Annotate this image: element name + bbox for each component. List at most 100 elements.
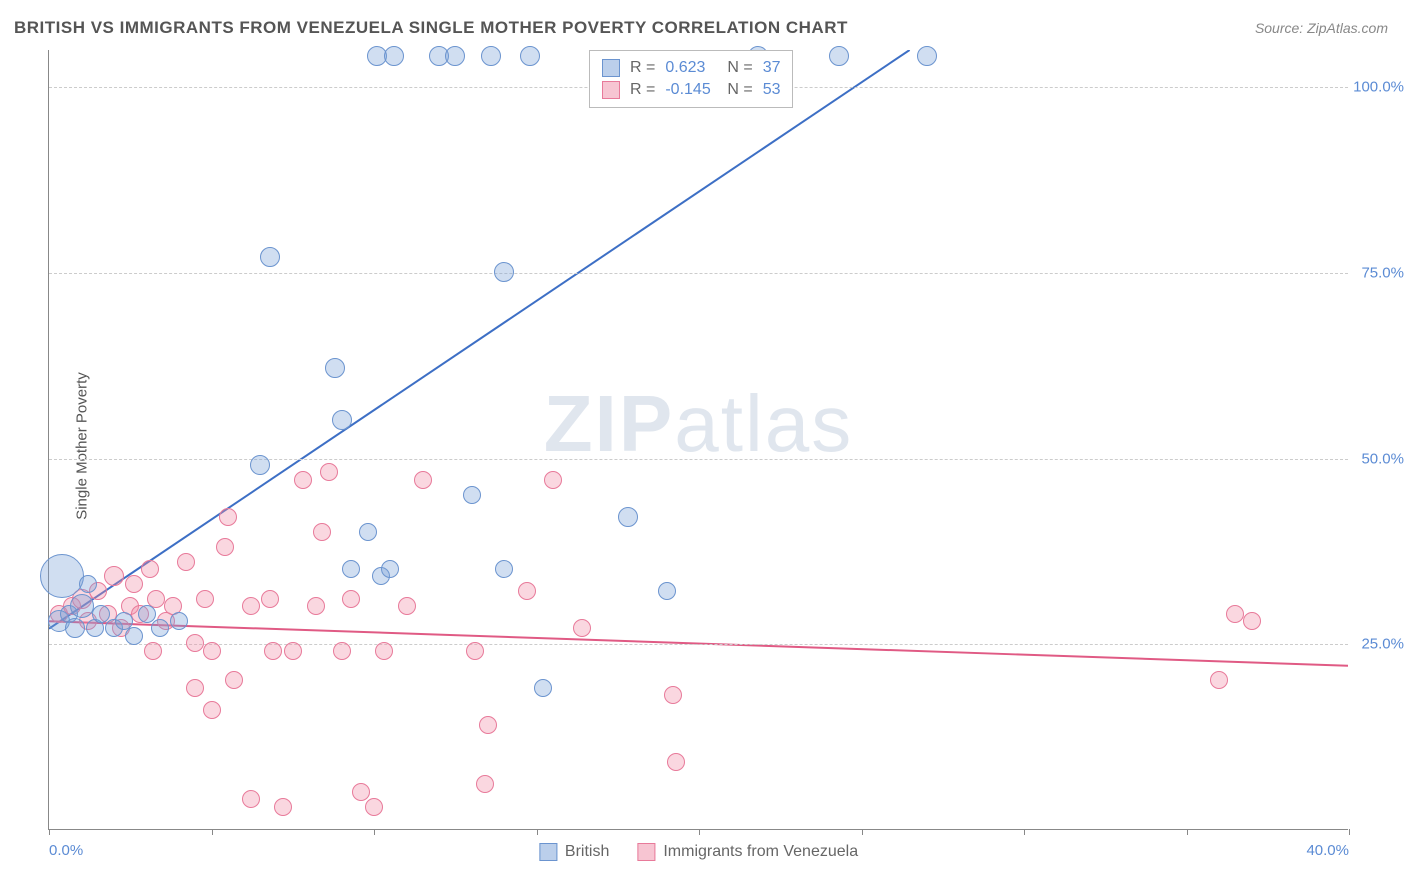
x-tick [537,829,538,835]
scatter-point-blue [92,605,110,623]
scatter-point-pink [573,619,591,637]
legend-label: Immigrants from Venezuela [663,843,858,861]
legend-swatch-blue [539,843,557,861]
y-tick-label: 50.0% [1361,450,1404,467]
n-value: 53 [763,79,781,101]
y-tick-label: 75.0% [1361,264,1404,281]
scatter-point-blue [151,619,169,637]
scatter-point-blue [250,455,270,475]
scatter-point-blue [70,594,94,618]
x-tick-label: 0.0% [49,842,83,859]
legend-swatch-pink [637,843,655,861]
scatter-point-pink [398,597,416,615]
legend-item: Immigrants from Venezuela [637,843,858,861]
gridline-h [49,459,1348,460]
scatter-point-pink [104,566,124,586]
scatter-point-pink [216,538,234,556]
scatter-point-pink [203,701,221,719]
scatter-point-pink [203,642,221,660]
scatter-point-pink [242,597,260,615]
source-attribution: Source: ZipAtlas.com [1255,20,1388,36]
x-tick [862,829,863,835]
scatter-point-pink [544,471,562,489]
scatter-point-blue [534,679,552,697]
n-label: N = [727,79,752,101]
scatter-point-blue [520,46,540,66]
scatter-point-blue [384,46,404,66]
legend-swatch-blue [602,59,620,77]
scatter-point-blue [332,410,352,430]
scatter-point-pink [261,590,279,608]
scatter-point-pink [466,642,484,660]
scatter-point-pink [141,560,159,578]
scatter-point-blue [463,486,481,504]
scatter-point-blue [79,575,97,593]
scatter-point-blue [342,560,360,578]
scatter-point-blue [445,46,465,66]
gridline-h [49,273,1348,274]
correlation-legend: R =0.623N =37R =-0.145N =53 [589,50,793,108]
scatter-point-pink [125,575,143,593]
scatter-point-pink [333,642,351,660]
scatter-point-blue [40,554,84,598]
x-tick [1187,829,1188,835]
scatter-point-pink [667,753,685,771]
legend-item: British [539,843,609,861]
trend-line-blue [49,50,910,629]
scatter-point-pink [264,642,282,660]
x-tick [374,829,375,835]
x-tick [1349,829,1350,835]
watermark-atlas: atlas [674,379,853,468]
watermark: ZIPatlas [544,378,853,470]
scatter-point-blue [494,262,514,282]
legend-row: R =0.623N =37 [602,57,780,79]
chart-title: BRITISH VS IMMIGRANTS FROM VENEZUELA SIN… [14,18,848,38]
scatter-point-pink [320,463,338,481]
scatter-point-pink [196,590,214,608]
n-value: 37 [763,57,781,79]
scatter-point-pink [274,798,292,816]
scatter-point-pink [518,582,536,600]
n-label: N = [727,57,752,79]
gridline-h [49,644,1348,645]
legend-label: British [565,843,609,861]
trend-lines [49,50,1348,829]
scatter-point-pink [177,553,195,571]
scatter-point-blue [325,358,345,378]
scatter-point-blue [381,560,399,578]
scatter-point-pink [664,686,682,704]
x-tick [49,829,50,835]
scatter-point-blue [495,560,513,578]
scatter-point-pink [1243,612,1261,630]
scatter-point-pink [186,679,204,697]
scatter-point-pink [479,716,497,734]
y-tick-label: 25.0% [1361,636,1404,653]
y-tick-label: 100.0% [1353,79,1404,96]
scatter-point-pink [1210,671,1228,689]
x-tick-label: 40.0% [1306,842,1349,859]
scatter-point-pink [352,783,370,801]
scatter-point-blue [65,618,85,638]
scatter-point-blue [260,247,280,267]
scatter-point-pink [307,597,325,615]
scatter-point-blue [618,507,638,527]
scatter-point-blue [359,523,377,541]
scatter-plot-area: ZIPatlas R =0.623N =37R =-0.145N =53 Bri… [48,50,1348,830]
scatter-point-pink [242,790,260,808]
r-label: R = [630,79,655,101]
x-tick [212,829,213,835]
scatter-point-blue [917,46,937,66]
scatter-point-pink [284,642,302,660]
scatter-point-blue [125,627,143,645]
scatter-point-pink [365,798,383,816]
scatter-point-blue [138,605,156,623]
x-tick [1024,829,1025,835]
legend-swatch-pink [602,81,620,99]
scatter-point-pink [414,471,432,489]
scatter-point-pink [144,642,162,660]
scatter-point-pink [313,523,331,541]
scatter-point-blue [481,46,501,66]
scatter-point-blue [658,582,676,600]
scatter-point-blue [829,46,849,66]
scatter-point-pink [375,642,393,660]
